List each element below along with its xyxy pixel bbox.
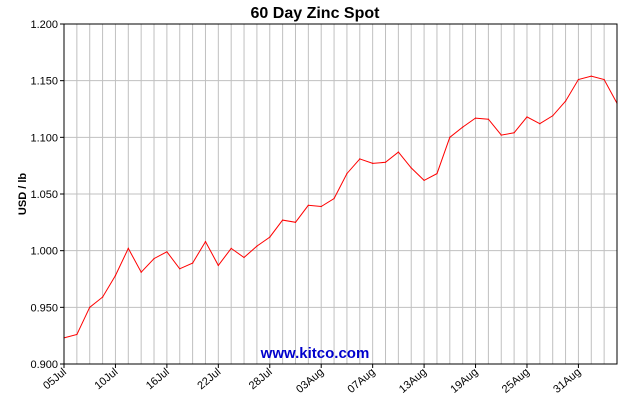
y-tick-labels: 0.900 0.950 1.000 1.050 1.100 1.150 1.200 xyxy=(30,19,58,371)
grid-lines xyxy=(64,24,617,364)
data-point xyxy=(166,251,168,253)
x-tick-label: 13Aug xyxy=(397,366,429,396)
data-point xyxy=(282,219,284,221)
data-point xyxy=(603,78,605,81)
data-point xyxy=(346,173,348,175)
data-point xyxy=(462,126,464,128)
data-point xyxy=(76,333,78,336)
y-tick-label: 1.200 xyxy=(30,19,58,31)
data-point xyxy=(410,167,412,169)
x-tick-label: 31Aug xyxy=(551,366,583,396)
plot-frame xyxy=(63,23,618,365)
x-tick-label: 07Aug xyxy=(345,366,377,396)
x-tick-label: 16Jul xyxy=(144,366,172,392)
data-point xyxy=(192,262,194,264)
data-point xyxy=(89,306,91,308)
data-point xyxy=(294,221,297,223)
watermark-link[interactable]: www.kitco.com xyxy=(260,345,370,362)
series-layer xyxy=(63,75,618,339)
data-point xyxy=(474,117,477,119)
data-point xyxy=(423,179,425,181)
data-point xyxy=(204,241,207,243)
y-tick-label: 1.050 xyxy=(30,189,58,201)
data-point xyxy=(114,275,117,277)
x-tick-label: 10Jul xyxy=(93,366,121,392)
data-point xyxy=(153,258,155,260)
data-point xyxy=(500,134,502,136)
data-point xyxy=(230,247,232,249)
chart-title: 60 Day Zinc Spot xyxy=(251,5,381,22)
data-point xyxy=(359,158,361,160)
x-tick-labels: 05Jul 10Jul 16Jul 22Jul 28Jul 03Aug 07Aug 13Aug… xyxy=(41,366,583,396)
data-point xyxy=(552,115,554,117)
data-point xyxy=(307,204,309,206)
data-point xyxy=(320,205,322,208)
data-point xyxy=(140,271,142,273)
data-point xyxy=(101,296,104,298)
y-axis-label: USD / lb xyxy=(17,173,29,215)
x-tick-label: 25Aug xyxy=(500,366,532,396)
data-point xyxy=(487,118,489,120)
data-point xyxy=(539,123,541,125)
x-tick-label: 03Aug xyxy=(294,366,326,396)
data-point xyxy=(526,116,528,118)
data-point xyxy=(436,173,438,175)
data-point xyxy=(449,136,451,138)
y-tick-label: 1.150 xyxy=(30,76,58,88)
zinc-price-line xyxy=(63,75,618,339)
y-tick-label: 0.900 xyxy=(30,359,58,371)
data-point xyxy=(256,245,258,247)
data-point xyxy=(217,264,219,266)
data-point xyxy=(577,78,580,81)
x-tick-label: 28Jul xyxy=(247,366,275,392)
data-point xyxy=(179,268,181,270)
y-tick-label: 1.000 xyxy=(30,246,58,258)
data-point xyxy=(384,161,387,163)
data-point xyxy=(513,132,515,134)
data-point xyxy=(269,236,271,238)
x-tick-label: 22Jul xyxy=(195,366,223,392)
data-point xyxy=(397,151,399,153)
data-point xyxy=(564,100,567,102)
data-point xyxy=(333,197,335,200)
x-tick-label: 19Aug xyxy=(448,366,480,396)
y-tick-label: 1.100 xyxy=(30,132,58,144)
data-point xyxy=(590,75,592,77)
data-point xyxy=(372,162,374,164)
data-point xyxy=(127,247,129,249)
y-tick-label: 0.950 xyxy=(30,302,58,314)
data-point xyxy=(243,256,245,259)
axes xyxy=(60,23,618,368)
